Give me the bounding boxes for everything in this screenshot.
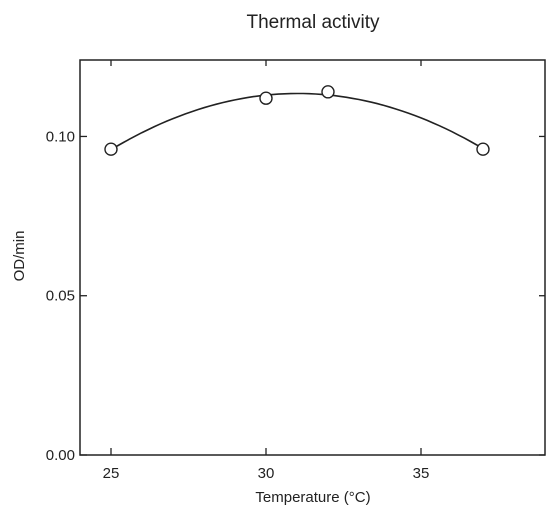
x-tick-label: 30 bbox=[258, 465, 275, 482]
data-point bbox=[104, 142, 118, 156]
fit-curve bbox=[110, 92, 484, 151]
y-tick-label: 0.10 bbox=[46, 128, 75, 145]
data-point bbox=[321, 85, 335, 99]
data-point bbox=[476, 142, 490, 156]
chart-title: Thermal activity bbox=[246, 12, 380, 33]
x-axis-label: Temperature (°C) bbox=[255, 489, 370, 506]
axes bbox=[79, 59, 546, 456]
y-tick-label: 0.00 bbox=[46, 447, 75, 464]
x-tick-label: 25 bbox=[103, 465, 120, 482]
data-points bbox=[104, 85, 490, 156]
x-tick-label: 35 bbox=[413, 465, 430, 482]
y-axis-label: OD/min bbox=[11, 231, 28, 282]
y-tick-label: 0.05 bbox=[46, 288, 75, 305]
x-axis-ticks: 25 30 35 bbox=[103, 60, 430, 482]
y-axis-ticks: 0.00 0.05 0.10 bbox=[46, 128, 545, 464]
plot-frame bbox=[79, 59, 546, 456]
data-point bbox=[259, 91, 273, 105]
